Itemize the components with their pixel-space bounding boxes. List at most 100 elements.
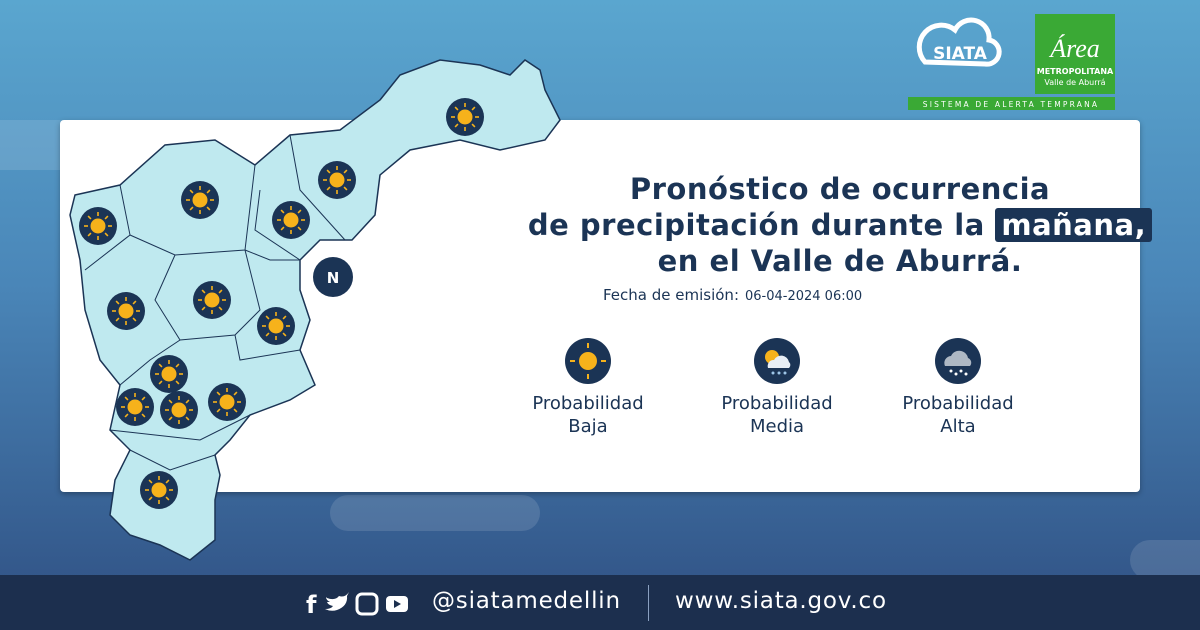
icon-part: [104, 232, 109, 237]
icon-part: [189, 189, 194, 194]
icon-part: [118, 303, 134, 319]
icon-part: [132, 300, 137, 305]
icon-part: [454, 123, 459, 128]
icon-part: [283, 212, 299, 228]
legend-item: Probabilidad Alta: [878, 338, 1038, 438]
icon-part: [268, 318, 284, 334]
legend-item: Probabilidad Media: [697, 338, 857, 438]
icon-part: [124, 396, 129, 401]
icon-instagram[interactable]: [355, 592, 379, 616]
footer-url[interactable]: www.siata.gov.co: [675, 588, 887, 614]
icon-part: [132, 317, 137, 322]
icon-part: [206, 189, 211, 194]
icon-part: [201, 306, 206, 311]
icon-part: [343, 169, 348, 174]
icon-partly: [754, 338, 800, 384]
icon-twitter[interactable]: [325, 592, 349, 611]
compass-label: N: [327, 269, 340, 287]
icon-part: [87, 215, 92, 220]
icon-part: [87, 232, 92, 237]
icon-part: [326, 186, 331, 191]
icon-part: [471, 123, 476, 128]
footer-handle[interactable]: @siatamedellin: [432, 588, 621, 614]
icon-part: [192, 192, 208, 208]
icon-part: [219, 394, 235, 410]
icon-part: [343, 186, 348, 191]
sun-icon: [446, 98, 484, 136]
icon-part: [171, 402, 187, 418]
sun-icon: [318, 161, 356, 199]
issued-label: Fecha de emisión:: [603, 286, 739, 304]
legend-label: Media: [749, 416, 805, 437]
icon-part: [297, 226, 302, 231]
icon-part: [471, 106, 476, 111]
icon-part: [326, 169, 331, 174]
logo-cloud: [916, 17, 1002, 67]
logo-valle: Valle de Aburrá: [1044, 78, 1105, 87]
sun-icon: [107, 292, 145, 330]
forecast-icons: [79, 98, 484, 509]
map: N: [69, 59, 561, 561]
icon-part: [168, 416, 173, 421]
logo-area: Área: [1048, 34, 1100, 63]
icon-part: [104, 215, 109, 220]
icon-part: [115, 300, 120, 305]
icon-part: [201, 289, 206, 294]
sun-icon: [257, 307, 295, 345]
icon-part: [282, 315, 287, 320]
icon-part: [124, 413, 129, 418]
icon-sun: [565, 338, 611, 384]
icon-part: [148, 479, 153, 484]
icon-part: [165, 496, 170, 501]
icon-part: [204, 292, 220, 308]
icon-part: [161, 366, 177, 382]
title-line: Pronóstico de ocurrencia: [629, 172, 1051, 206]
legend-label: Baja: [568, 416, 608, 437]
icon-part: [175, 380, 180, 385]
logo-area-box: [1035, 14, 1115, 94]
icon-part: [329, 172, 345, 188]
icon-part: [168, 399, 173, 404]
icon-part: [158, 363, 163, 368]
icon-part: [141, 396, 146, 401]
icon-part: [206, 206, 211, 211]
logo-siata: SIATA: [933, 44, 988, 64]
icon-part: [165, 479, 170, 484]
icon-part: [185, 416, 190, 421]
title-line: en el Valle de Aburrá.: [657, 244, 1023, 278]
footer: f @siatamedellin www.siata.gov.co: [0, 575, 1200, 630]
icon-part: [216, 408, 221, 413]
icon-part: [90, 218, 106, 234]
sun-icon: [140, 471, 178, 509]
icon-part: [233, 391, 238, 396]
sun-icon: [272, 201, 310, 239]
sun-icon: [160, 391, 198, 429]
icon-part: [216, 391, 221, 396]
icon-part: [175, 363, 180, 368]
icon-part: [280, 226, 285, 231]
title-highlight: mañana,: [995, 208, 1153, 242]
legend-item: Probabilidad Baja: [508, 338, 668, 438]
icon-part: [454, 106, 459, 111]
icon-facebook[interactable]: f: [306, 591, 317, 619]
sun-icon: [181, 181, 219, 219]
issued-date: 06-04-2024 06:00: [745, 289, 863, 304]
icon-part: [233, 408, 238, 413]
social-icons: f: [306, 591, 408, 619]
legend-label: Alta: [940, 416, 976, 437]
cloud: [330, 495, 540, 531]
legend-label: Probabilidad: [902, 393, 1014, 414]
sun-icon: [79, 207, 117, 245]
logo-bar: [908, 97, 1115, 110]
logo-metro: METROPOLITANA: [1037, 67, 1114, 76]
icon-part: [115, 317, 120, 322]
icon-part: [148, 496, 153, 501]
issued: Fecha de emisión: 06-04-2024 06:00: [603, 286, 862, 304]
logo-tagline: SISTEMA DE ALERTA TEMPRANA: [923, 100, 1099, 109]
sun-icon: [193, 281, 231, 319]
sun-icon: [150, 355, 188, 393]
footer-divider: [648, 585, 649, 621]
icon-part: [265, 332, 270, 337]
compass: [313, 257, 353, 297]
